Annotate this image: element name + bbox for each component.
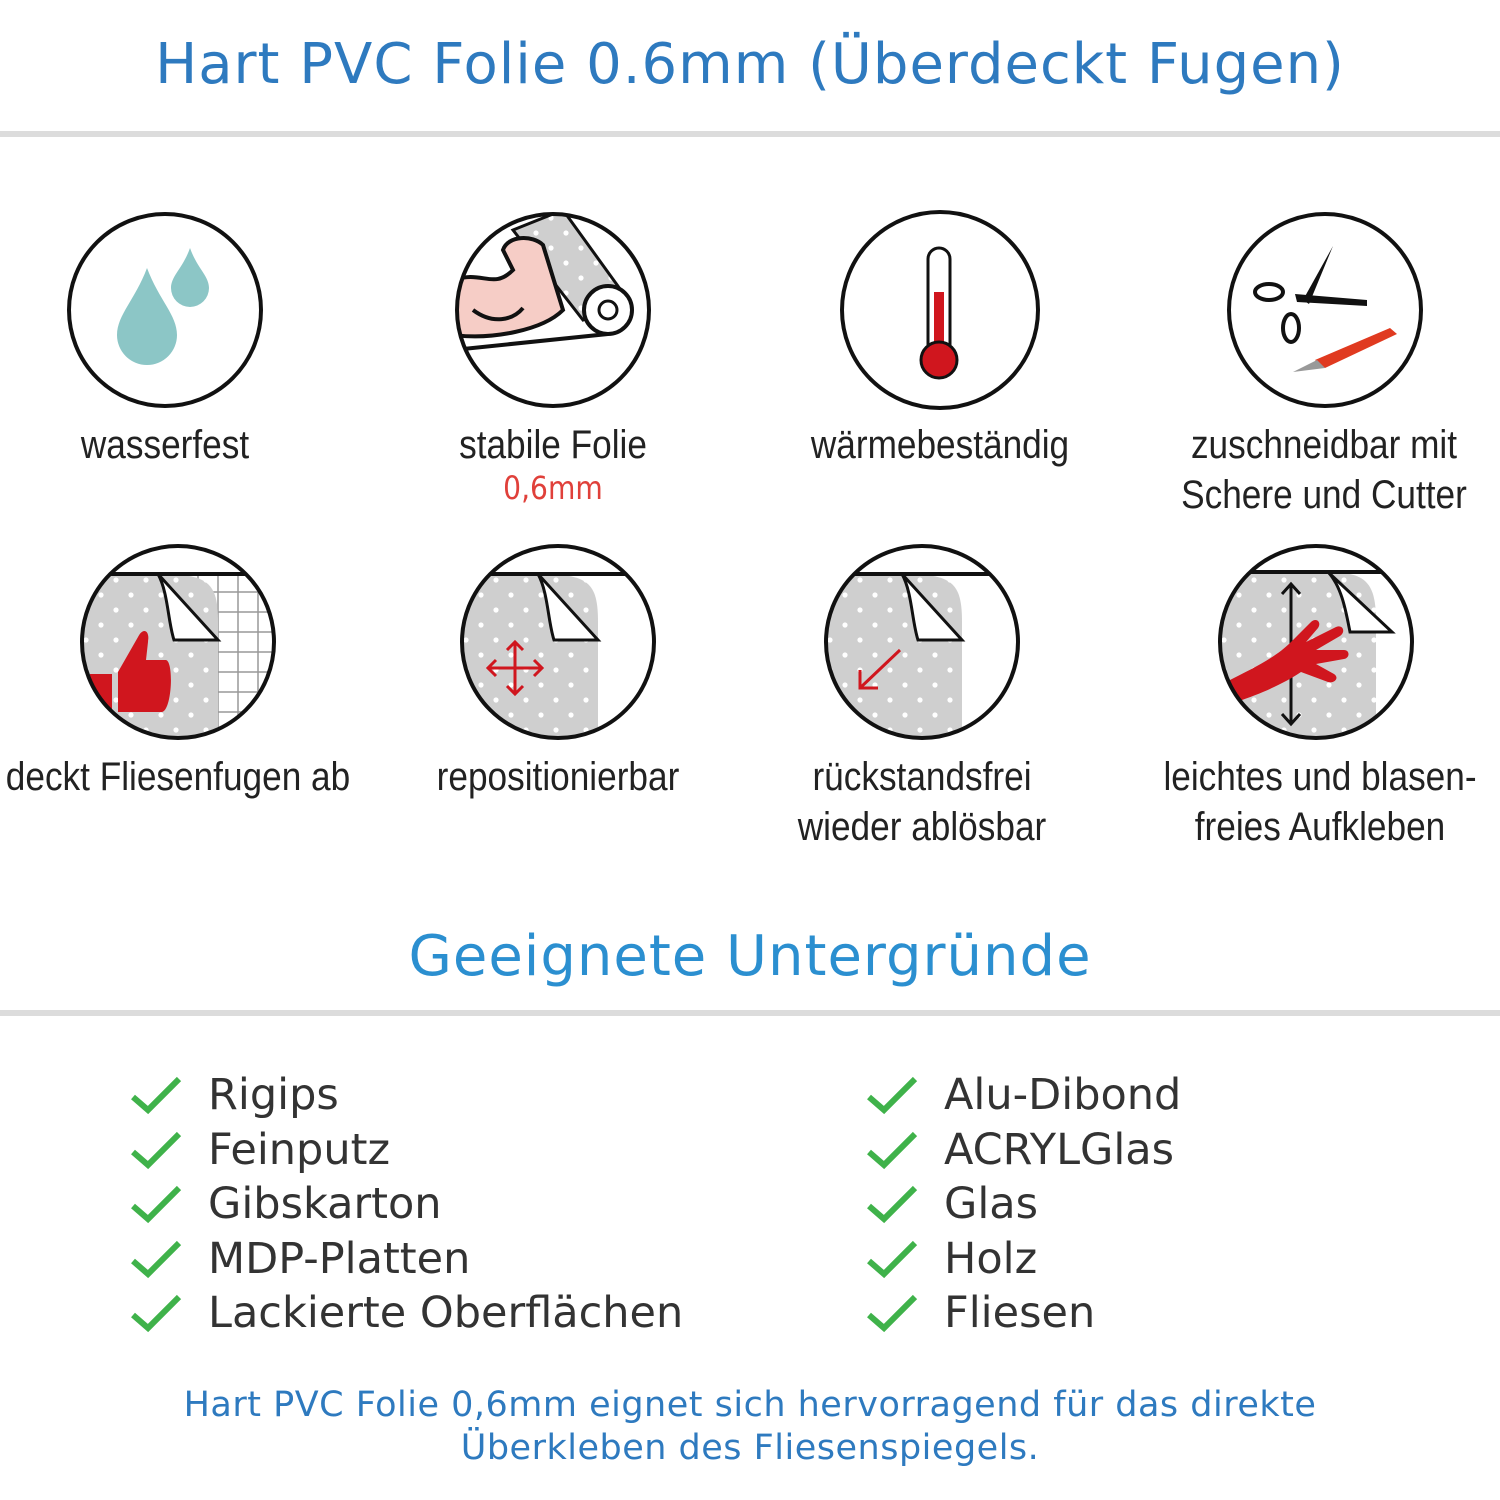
list-item: ACRYLGlas [866, 1123, 1181, 1178]
footer-note: Hart PVC Folie 0,6mm eignet sich hervorr… [183, 1385, 1317, 1468]
list-item: Lackierte Oberflächen [130, 1286, 683, 1341]
list-item: Glas [866, 1177, 1181, 1232]
hand-smooth-icon [1218, 544, 1414, 740]
scissors-cutter-icon [1227, 212, 1423, 408]
feature-label-rueckstandsfrei: rückstandsfrei wieder ablösbar [797, 755, 1047, 849]
surfaces-list-left: Rigips Feinputz Gibskarton MDP-Platten L… [130, 1068, 683, 1341]
thickness-highlight: 0,6mm [503, 469, 603, 507]
check-icon [867, 1295, 918, 1333]
feature-label-stabile-folie: stabile Folie 0,6mm [368, 420, 738, 506]
feature-label-waermebestaendig: wärmebeständig [810, 423, 1070, 467]
feature-label-repositionierbar: repositionierbar [436, 755, 680, 799]
feature-label-fliesenfugen: deckt Fliesenfugen ab [5, 755, 351, 799]
list-item: Feinputz [130, 1123, 683, 1178]
list-item: MDP-Platten [130, 1232, 683, 1287]
peel-arrow-icon [824, 544, 1020, 740]
page-title: Hart PVC Folie 0.6mm (Überdeckt Fugen) [155, 32, 1345, 97]
water-drops-icon [67, 212, 263, 408]
divider [0, 131, 1500, 137]
list-item: Alu-Dibond [866, 1068, 1181, 1123]
check-icon [131, 1131, 182, 1169]
feature-label-wasserfest: wasserfest [80, 423, 250, 467]
surfaces-list-right: Alu-Dibond ACRYLGlas Glas Holz Fliesen [866, 1068, 1181, 1341]
check-icon [867, 1186, 918, 1224]
check-icon [867, 1131, 918, 1169]
thermometer-icon [840, 210, 1040, 410]
check-icon [131, 1295, 182, 1333]
flexed-arm-roll-icon [455, 212, 651, 408]
thumbs-up-tile-icon [80, 544, 276, 740]
divider [0, 1010, 1500, 1016]
check-icon [131, 1077, 182, 1115]
section-title: Geeignete Untergründe [408, 924, 1092, 989]
list-item: Fliesen [866, 1286, 1181, 1341]
check-icon [867, 1077, 918, 1115]
check-icon [131, 1186, 182, 1224]
list-item: Gibskarton [130, 1177, 683, 1232]
move-arrows-icon [460, 544, 656, 740]
list-item: Holz [866, 1232, 1181, 1287]
list-item: Rigips [130, 1068, 683, 1123]
feature-label-blasenfrei: leichtes und blasen-freies Aufkleben [1163, 755, 1477, 849]
feature-label-zuschneidbar: zuschneidbar mit Schere und Cutter [1181, 423, 1467, 517]
check-icon [131, 1240, 182, 1278]
check-icon [867, 1240, 918, 1278]
